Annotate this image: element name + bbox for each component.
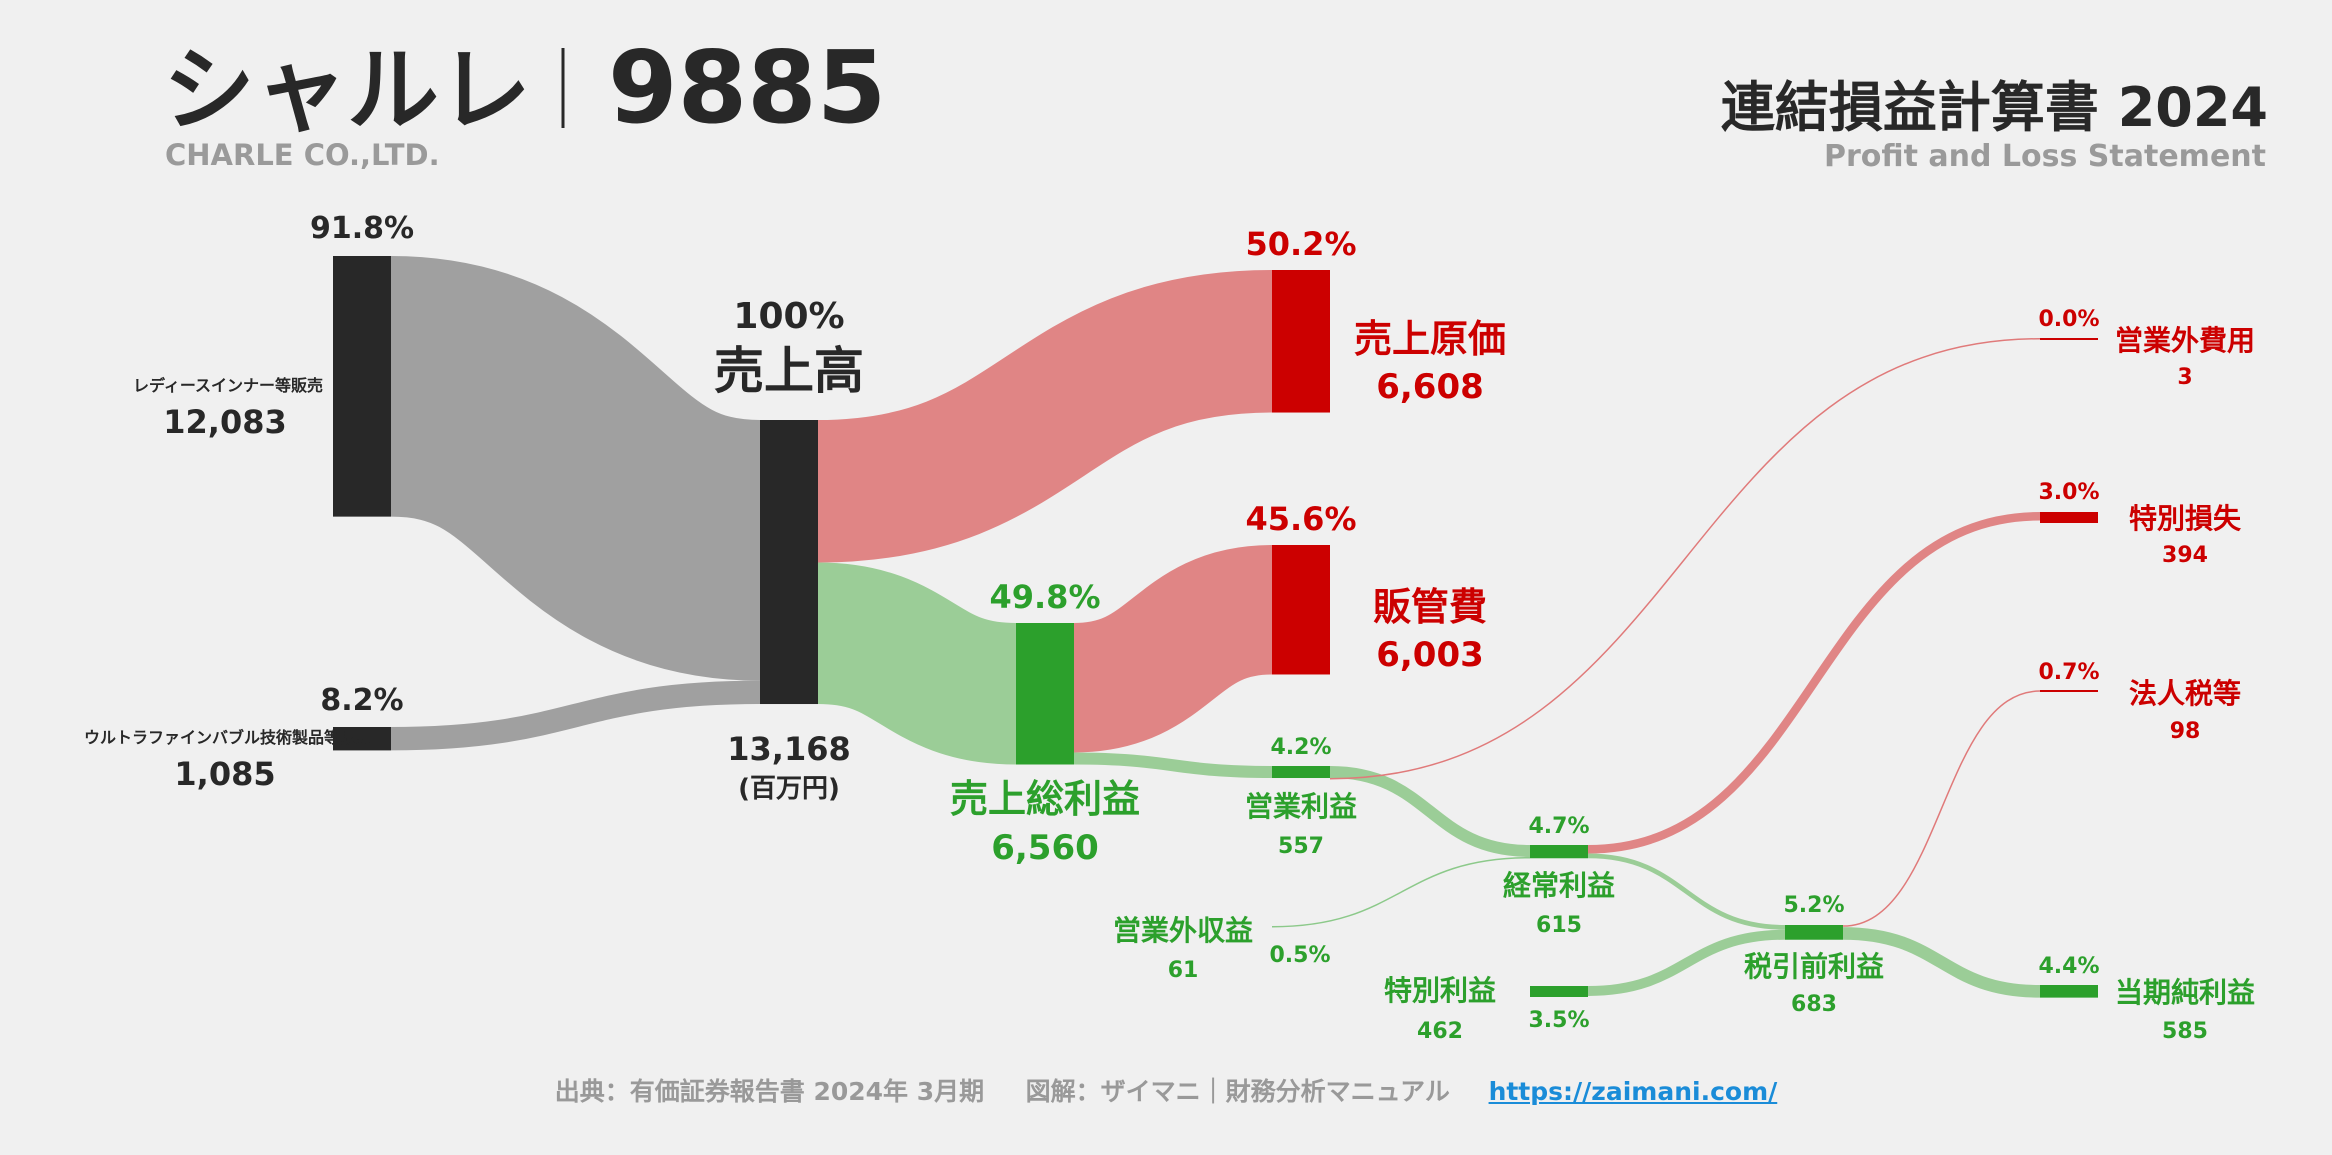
value-label-tax: 98 — [2170, 719, 2201, 744]
name-label-sp_loss: 特別損失 — [2129, 502, 2242, 535]
node-tax — [2040, 690, 2098, 692]
node-sp_loss — [2040, 512, 2098, 523]
name-label-sga: 販管費 — [1373, 585, 1487, 629]
name-label-tax: 法人税等 — [2129, 677, 2241, 710]
statement-subtitle: Profit and Loss Statement — [1824, 139, 2266, 174]
node-cogs — [1272, 270, 1330, 413]
node-gross — [1016, 623, 1074, 765]
link-pretax-net — [1842, 927, 2041, 998]
value-label-seg2: 1,085 — [174, 755, 275, 793]
sankey-links — [386, 256, 2041, 998]
value-label-sp_gain: 462 — [1417, 1019, 1463, 1044]
pct-label-seg2: 8.2% — [320, 683, 403, 718]
value-label-gross: 6,560 — [991, 828, 1099, 868]
pct-label-sp_loss: 3.0% — [2038, 480, 2099, 505]
pct-label-tax: 0.7% — [2038, 660, 2099, 685]
name-label-ordinary: 経常利益 — [1503, 869, 1615, 902]
name-label-cogs: 売上原価 — [1354, 317, 1506, 361]
node-sp_gain — [1530, 986, 1588, 997]
company-title: シャルレ — [163, 37, 531, 144]
pct-label-net: 4.4% — [2038, 954, 2099, 979]
name-label-revenue: 売上高 — [714, 342, 864, 400]
link-op-nonop_exp — [1329, 338, 2041, 780]
company-english-name: CHARLE CO.,LTD. — [165, 138, 440, 172]
pct-label-sp_gain: 3.5% — [1528, 1008, 1589, 1033]
footer-link[interactable]: https://zaimani.com/ — [1488, 1077, 1778, 1106]
name-label-sp_gain: 特別利益 — [1384, 974, 1496, 1007]
node-ordinary — [1530, 845, 1588, 859]
link-pretax-tax — [1842, 690, 2041, 927]
pct-label-cogs: 50.2% — [1245, 225, 1356, 263]
node-sga — [1272, 545, 1330, 675]
value-label-cogs: 6,608 — [1376, 367, 1484, 407]
value-label-pretax: 683 — [1791, 992, 1837, 1017]
name-label-net: 当期純利益 — [2115, 976, 2255, 1009]
pct-label-revenue: 100% — [733, 296, 844, 337]
name-label-seg2: ウルトラファインバブル技術製品等販売 — [84, 728, 372, 747]
value-label-ordinary: 615 — [1536, 913, 1582, 938]
link-gross-sga — [1071, 544, 1275, 753]
value-label-net: 585 — [2162, 1019, 2208, 1044]
node-op — [1272, 766, 1330, 779]
node-pretax — [1785, 925, 1843, 940]
name-label-nonop_inc: 営業外収益 — [1113, 914, 1253, 947]
value-label-nonop_inc: 61 — [1168, 958, 1199, 983]
pct-label-gross: 49.8% — [989, 578, 1100, 616]
name-label-op: 営業利益 — [1245, 790, 1357, 823]
unit-label: (百万円) — [738, 774, 840, 804]
footer-credit: 図解：ザイマニ｜財務分析マニュアル — [1025, 1077, 1450, 1106]
node-nonop_exp — [2040, 338, 2098, 340]
pct-label-pretax: 5.2% — [1783, 893, 1844, 918]
link-gross-op — [1073, 752, 1273, 779]
pct-label-seg1: 91.8% — [310, 211, 414, 246]
link-seg2-revenue — [390, 680, 761, 751]
value-label-nonop_exp: 3 — [2177, 365, 2192, 390]
link-op-ordinary — [1329, 766, 1531, 857]
pct-label-op: 4.2% — [1270, 735, 1331, 760]
footer-source: 出典：有価証券報告書 2024年 3月期 — [554, 1077, 985, 1106]
link-ordinary-sp_loss — [1587, 511, 2041, 854]
value-label-revenue: 13,168 — [727, 730, 850, 768]
pct-label-nonop_exp: 0.0% — [2038, 307, 2099, 332]
pct-label-sga: 45.6% — [1245, 500, 1356, 538]
value-label-sga: 6,003 — [1376, 635, 1484, 675]
pct-label-ordinary: 4.7% — [1528, 814, 1589, 839]
node-seg1 — [333, 256, 391, 517]
link-revenue-gross — [815, 562, 1019, 765]
link-sp_gain-pretax — [1587, 929, 1786, 996]
node-net — [2040, 985, 2098, 998]
name-label-pretax: 税引前利益 — [1744, 950, 1884, 983]
node-revenue — [760, 420, 818, 705]
link-revenue-cogs — [816, 269, 1274, 563]
sankey-nodes — [333, 256, 2098, 998]
statement-title: 連結損益計算書 2024 — [1721, 76, 2268, 139]
ticker-code: 9885 — [608, 29, 886, 146]
link-seg1-revenue — [386, 256, 765, 681]
link-ordinary-pretax — [1587, 853, 1786, 930]
footer: 出典：有価証券報告書 2024年 3月期 図解：ザイマニ｜財務分析マニュアル h… — [0, 1072, 2332, 1108]
value-label-sp_loss: 394 — [2162, 543, 2208, 568]
link-nonop_inc-ordinary — [1271, 856, 1531, 928]
name-label-seg1: レディースインナー等販売 — [133, 376, 323, 395]
name-label-nonop_exp: 営業外費用 — [2115, 324, 2255, 357]
name-label-gross: 売上総利益 — [950, 777, 1140, 821]
value-label-seg1: 12,083 — [163, 403, 286, 441]
sankey-labels: 91.8% レディースインナー等販売 12,083 8.2% ウルトラファインバブル技術… — [84, 211, 2255, 1044]
value-label-op: 557 — [1278, 834, 1324, 859]
node-seg2 — [333, 727, 391, 751]
pct-label-nonop_inc: 0.5% — [1269, 943, 1330, 968]
